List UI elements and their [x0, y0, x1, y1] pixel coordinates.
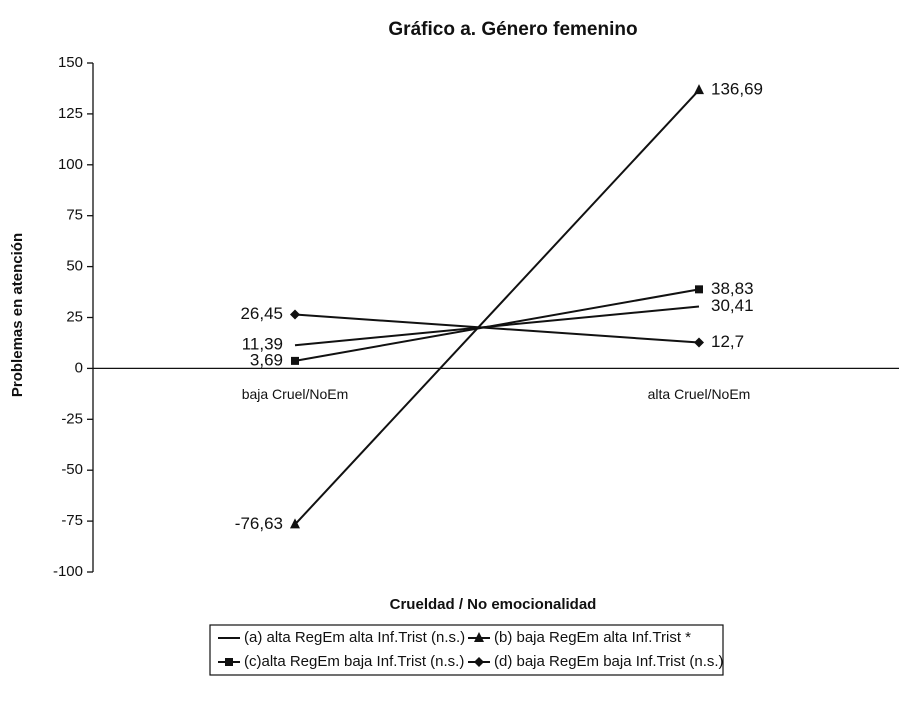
legend-box [209, 624, 724, 676]
y-tick-label: 100 [58, 156, 83, 173]
marker [474, 632, 484, 642]
value-label: 30,41 [711, 296, 754, 315]
y-tick-label: 50 [66, 258, 83, 275]
y-axis-label: Problemas en atención [9, 233, 26, 397]
marker [290, 518, 300, 529]
marker [225, 658, 233, 666]
series-line [294, 288, 700, 362]
y-tick-label: 125 [58, 105, 83, 122]
x-axis-label: Crueldad / No emocionalidad [390, 596, 597, 613]
marker [290, 309, 300, 320]
marker [694, 337, 704, 348]
x-tick-label: baja Cruel/NoEm [242, 386, 349, 402]
legend-label: (b) baja RegEm alta Inf.Trist * [494, 629, 691, 646]
value-label: 12,7 [711, 332, 744, 351]
y-tick-label: 75 [66, 207, 83, 224]
marker [474, 657, 484, 667]
series-line [294, 89, 700, 526]
y-tick-label: -50 [61, 461, 83, 478]
value-label: 26,45 [240, 304, 283, 323]
legend-label: (c)alta RegEm baja Inf.Trist (n.s.) [244, 653, 464, 670]
y-tick-label: -100 [53, 563, 83, 580]
value-label: -76,63 [235, 514, 283, 533]
series-line [294, 313, 700, 344]
value-label: 3,69 [250, 350, 283, 369]
marker [694, 84, 704, 95]
legend-label: (d) baja RegEm baja Inf.Trist (n.s.) [494, 653, 724, 670]
x-tick-label: alta Cruel/NoEm [648, 386, 751, 402]
chart-title: Gráfico a. Género femenino [388, 19, 637, 40]
marker [695, 285, 703, 294]
y-tick-label: -25 [61, 410, 83, 427]
legend-label: (a) alta RegEm alta Inf.Trist (n.s.) [244, 629, 465, 646]
y-tick-label: 25 [66, 308, 83, 325]
y-tick-label: 0 [75, 359, 83, 376]
marker [291, 356, 299, 365]
value-label: 136,69 [711, 80, 763, 99]
y-tick-label: -75 [61, 512, 83, 529]
value-label: 11,39 [242, 335, 283, 354]
y-tick-label: 150 [58, 54, 83, 71]
value-label: 38,83 [711, 279, 754, 298]
